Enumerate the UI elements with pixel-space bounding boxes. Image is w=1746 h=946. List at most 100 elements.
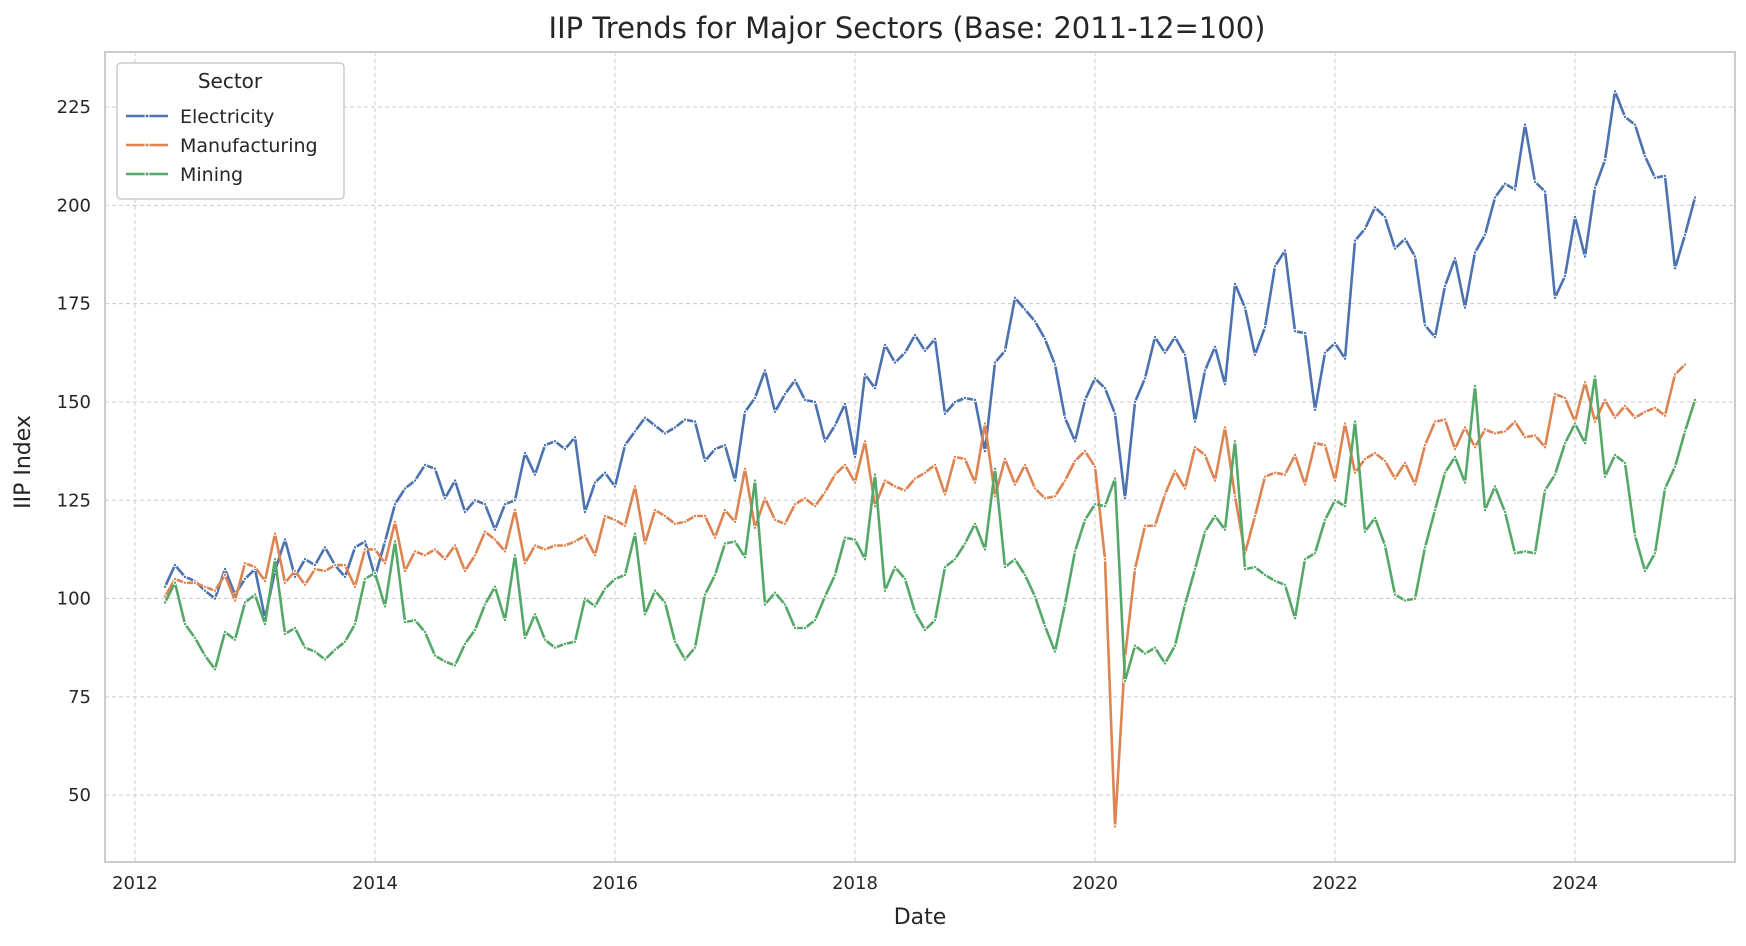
data-point-electricity xyxy=(1332,340,1338,346)
data-point-electricity xyxy=(1682,232,1688,238)
data-point-electricity xyxy=(552,439,558,444)
data-point-manufacturing xyxy=(1382,458,1388,464)
data-point-manufacturing xyxy=(1042,496,1048,501)
y-tick-label: 75 xyxy=(68,687,91,708)
data-point-electricity xyxy=(462,509,468,515)
data-point-mining xyxy=(1142,651,1148,656)
data-point-electricity xyxy=(1272,264,1278,269)
data-point-electricity xyxy=(1092,376,1098,381)
data-point-electricity xyxy=(742,409,748,414)
x-tick-label: 2016 xyxy=(592,873,638,894)
data-point-electricity xyxy=(562,446,568,452)
data-point-manufacturing xyxy=(1182,486,1188,491)
data-point-mining xyxy=(1682,429,1688,434)
data-point-mining xyxy=(832,572,838,578)
data-point-manufacturing xyxy=(242,561,248,566)
data-point-manufacturing xyxy=(1542,445,1548,450)
data-point-manufacturing xyxy=(1452,446,1458,452)
data-point-mining xyxy=(802,625,808,631)
data-point-manufacturing xyxy=(892,484,898,489)
data-point-manufacturing xyxy=(732,519,738,525)
data-point-manufacturing xyxy=(192,580,198,585)
data-point-manufacturing xyxy=(1442,417,1448,422)
data-point-mining xyxy=(1402,598,1408,603)
data-point-manufacturing xyxy=(1522,435,1528,440)
data-point-electricity xyxy=(772,409,778,414)
data-point-mining xyxy=(372,570,378,576)
data-point-mining xyxy=(472,627,478,633)
data-point-manufacturing xyxy=(1362,456,1368,462)
data-point-electricity xyxy=(1022,307,1028,312)
data-point-mining xyxy=(772,590,778,595)
data-point-electricity xyxy=(812,399,818,405)
data-point-electricity xyxy=(1592,185,1598,190)
data-point-mining xyxy=(842,535,848,540)
data-point-electricity xyxy=(1292,329,1298,334)
data-point-manufacturing xyxy=(1672,372,1678,377)
data-point-manufacturing xyxy=(302,582,308,587)
data-point-mining xyxy=(1182,602,1188,607)
data-point-electricity xyxy=(1172,334,1178,340)
data-point-electricity xyxy=(1072,439,1078,444)
x-tick-label: 2014 xyxy=(352,873,398,894)
data-point-manufacturing xyxy=(1602,397,1608,403)
data-point-manufacturing xyxy=(982,421,988,426)
data-point-manufacturing xyxy=(1092,464,1098,469)
x-tick-label: 2024 xyxy=(1552,873,1598,894)
data-point-mining xyxy=(1372,515,1378,521)
data-point-electricity xyxy=(972,397,978,403)
data-point-electricity xyxy=(1672,266,1678,271)
data-point-manufacturing xyxy=(1232,494,1238,499)
data-point-electricity xyxy=(182,574,188,580)
chart-title: IIP Trends for Major Sectors (Base: 2011… xyxy=(549,11,1266,45)
series-line-electricity xyxy=(163,90,1697,620)
data-point-electricity xyxy=(1462,305,1468,310)
data-point-mining xyxy=(1112,476,1118,481)
data-point-mining xyxy=(1442,470,1448,475)
legend-box xyxy=(116,62,345,200)
data-point-mining xyxy=(642,612,648,617)
data-point-electricity xyxy=(1322,350,1328,355)
data-point-manufacturing xyxy=(462,568,468,574)
data-point-electricity xyxy=(572,435,578,440)
series-line-mining xyxy=(163,375,1697,683)
data-point-electricity xyxy=(312,562,318,568)
data-point-mining xyxy=(1412,596,1418,601)
data-point-mining xyxy=(1572,421,1578,426)
data-point-mining xyxy=(422,629,428,635)
data-point-mining xyxy=(942,564,948,570)
data-point-mining xyxy=(222,629,228,635)
data-point-mining xyxy=(1332,498,1338,503)
data-point-electricity xyxy=(282,537,288,542)
data-point-manufacturing xyxy=(382,561,388,566)
data-point-electricity xyxy=(762,368,768,373)
data-point-mining xyxy=(1042,623,1048,629)
data-point-mining xyxy=(582,596,588,601)
data-point-manufacturing xyxy=(1322,443,1328,448)
data-point-mining xyxy=(792,625,798,631)
data-point-electricity xyxy=(202,588,208,593)
data-point-manufacturing xyxy=(1252,513,1258,519)
legend-item-mining: Mining xyxy=(126,164,243,186)
data-point-mining xyxy=(1062,602,1068,607)
data-point-manufacturing xyxy=(442,557,448,562)
data-point-mining xyxy=(232,637,238,642)
data-point-mining xyxy=(762,602,768,607)
data-point-electricity xyxy=(882,342,888,348)
data-point-electricity xyxy=(1112,411,1118,416)
data-point-manufacturing xyxy=(1302,482,1308,487)
legend: Sector Electricity Manufacturing Mining xyxy=(116,62,345,200)
data-point-electricity xyxy=(1012,295,1018,300)
data-point-mining xyxy=(1482,507,1488,513)
data-point-manufacturing xyxy=(1562,395,1568,401)
x-tick-label: 2022 xyxy=(1312,873,1358,894)
data-point-electricity xyxy=(612,484,618,489)
data-point-mining xyxy=(982,547,988,552)
legend-marker xyxy=(144,113,150,119)
data-point-electricity xyxy=(902,350,908,355)
y-tick-label: 50 xyxy=(68,785,91,806)
data-point-electricity xyxy=(382,539,388,544)
data-point-mining xyxy=(1172,643,1178,648)
data-point-electricity xyxy=(412,478,418,483)
data-point-mining xyxy=(1472,384,1478,389)
